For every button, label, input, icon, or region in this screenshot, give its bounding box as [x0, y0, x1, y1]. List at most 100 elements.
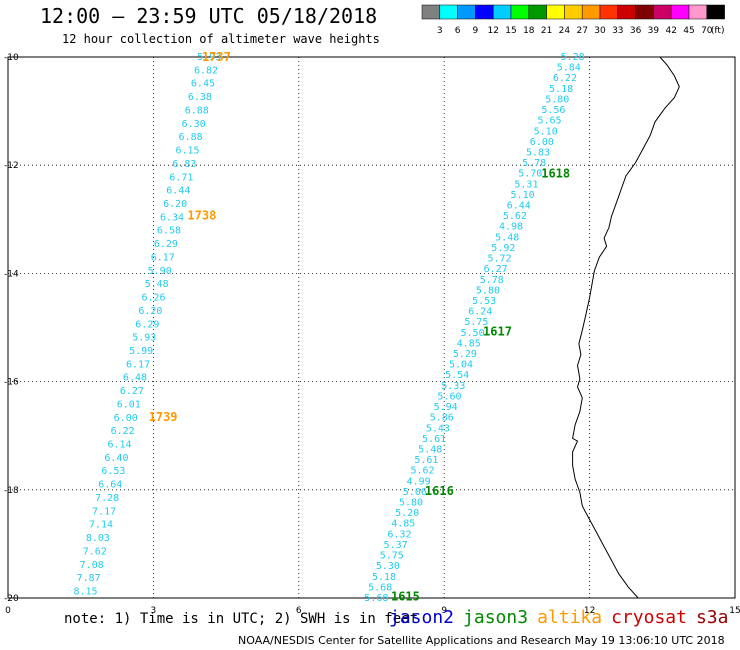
wave-height-value: 5.83	[526, 147, 550, 158]
wave-height-value: 6.71	[169, 172, 193, 183]
wave-height-value: 5.61	[414, 455, 438, 466]
pass-label: 1739	[149, 410, 178, 424]
wave-height-value: 5.56	[541, 105, 565, 116]
satellite-name: jason2	[389, 607, 455, 628]
wave-height-value: 5.62	[410, 466, 434, 477]
wave-height-value: 6.45	[191, 79, 215, 90]
y-tick-label: -12	[4, 161, 19, 171]
wave-height-value: 5.04	[449, 360, 473, 371]
wave-height-value: 6.29	[154, 239, 178, 250]
wave-height-value: 6.22	[111, 426, 135, 437]
pass-label: 1737	[202, 50, 231, 64]
wave-height-value: 7.08	[80, 560, 104, 571]
wave-height-value: 5.33	[441, 381, 465, 392]
wave-height-value: 6.30	[182, 119, 206, 130]
wave-height-value: 5.75	[464, 317, 488, 328]
wave-height-value: 5.78	[480, 275, 504, 286]
wave-height-value: 6.48	[123, 373, 147, 384]
wave-height-value: 7.28	[95, 493, 119, 504]
satellite-name: jason3	[463, 607, 529, 628]
color-scale-label: 18	[523, 26, 535, 36]
x-tick-label: 15	[729, 606, 740, 616]
satellite-name: cryosat	[611, 607, 687, 628]
wave-height-value: 5.72	[487, 254, 511, 265]
wave-height-value: 6.22	[553, 73, 577, 84]
wave-height-value: 6.27	[120, 386, 144, 397]
wave-height-value: 5.54	[445, 370, 469, 381]
y-tick-label: -18	[4, 486, 19, 496]
wave-height-value: 6.27	[484, 264, 508, 275]
x-tick-label: 9	[441, 606, 447, 616]
wave-height-value: 5.78	[522, 158, 546, 169]
wave-height-value: 8.15	[73, 587, 97, 598]
wave-height-value: 5.50	[461, 328, 485, 339]
pass-label: 1738	[187, 209, 216, 223]
wave-height-value: 6.26	[141, 293, 165, 304]
wave-height-value: 5.80	[399, 498, 423, 509]
x-tick-label: 0	[5, 606, 11, 616]
wave-height-value: 5.20	[395, 508, 419, 519]
wave-height-value: 5.53	[472, 296, 496, 307]
wave-height-value: 5.90	[148, 266, 172, 277]
wave-height-value: 5.75	[380, 551, 404, 562]
color-scale-label: 3	[437, 26, 443, 36]
wave-height-value: 5.48	[418, 444, 442, 455]
color-scale-label: 33	[612, 26, 623, 36]
color-scale-label: 70	[701, 26, 713, 36]
wave-height-value: 6.32	[387, 529, 411, 540]
wave-height-value: 6.17	[151, 252, 175, 263]
satellite-name: s3a	[695, 607, 729, 628]
wave-height-value: 5.43	[426, 423, 450, 434]
wave-height-value: 6.38	[188, 92, 212, 103]
wave-height-value: 6.82	[194, 65, 218, 76]
wave-height-value: 5.60	[437, 391, 461, 402]
wave-height-value: 6.17	[126, 359, 150, 370]
wave-height-value: 5.68	[364, 593, 388, 604]
page-subtitle: 12 hour collection of altimeter wave hei…	[62, 32, 380, 46]
wave-height-value: 7.87	[77, 573, 101, 584]
wave-height-value: 6.01	[117, 399, 141, 410]
wave-height-value: 8.03	[86, 533, 110, 544]
wave-height-value: 5.93	[132, 333, 156, 344]
wave-height-value: 5.65	[537, 116, 561, 127]
wave-height-value: 7.17	[92, 506, 116, 517]
y-tick-label: -20	[4, 594, 19, 604]
color-swatch	[706, 4, 725, 20]
pass-label: 1615	[391, 589, 420, 603]
wave-height-value: 5.06	[403, 487, 427, 498]
wave-height-value: 6.53	[101, 466, 125, 477]
color-scale-label: 36	[630, 26, 642, 36]
wave-height-value: 5.68	[368, 582, 392, 593]
satellite-name: altika	[537, 607, 603, 628]
map-frame	[7, 56, 736, 599]
wave-height-value: 6.29	[135, 319, 159, 330]
wave-height-value: 5.18	[549, 84, 573, 95]
pass-label: 1617	[483, 324, 512, 338]
wave-height-value: 6.14	[107, 440, 131, 451]
wave-height-value: 7.14	[89, 520, 113, 531]
wave-height-value: 5.84	[557, 63, 581, 74]
color-scale-label: 21	[541, 26, 552, 36]
wave-height-value: 6.83	[172, 159, 196, 170]
wave-height-value: 5.80	[476, 285, 500, 296]
wave-height-value: 5.61	[422, 434, 446, 445]
x-tick-label: 6	[296, 606, 302, 616]
wave-height-value: 5.92	[491, 243, 515, 254]
wave-height-value: 6.20	[163, 199, 187, 210]
wave-height-value: 4.85	[391, 519, 415, 530]
wave-height-value: 6.20	[138, 306, 162, 317]
wave-height-value: 5.30	[376, 561, 400, 572]
y-tick-label: -14	[4, 269, 19, 279]
wave-height-value: 5.93	[197, 52, 221, 63]
wave-height-value: 6.00	[114, 413, 138, 424]
color-scale-label: 39	[648, 26, 660, 36]
color-scale-label: 6	[455, 26, 461, 36]
wave-height-value: 5.28	[561, 52, 585, 63]
x-tick-label: 3	[151, 606, 157, 616]
color-scale-label: 15	[505, 26, 516, 36]
wave-height-value: 6.40	[104, 453, 128, 464]
wave-height-value: 5.86	[430, 413, 454, 424]
wave-height-value: 6.88	[185, 105, 209, 116]
wave-height-value: 5.80	[545, 94, 569, 105]
wave-height-value: 5.62	[503, 211, 527, 222]
